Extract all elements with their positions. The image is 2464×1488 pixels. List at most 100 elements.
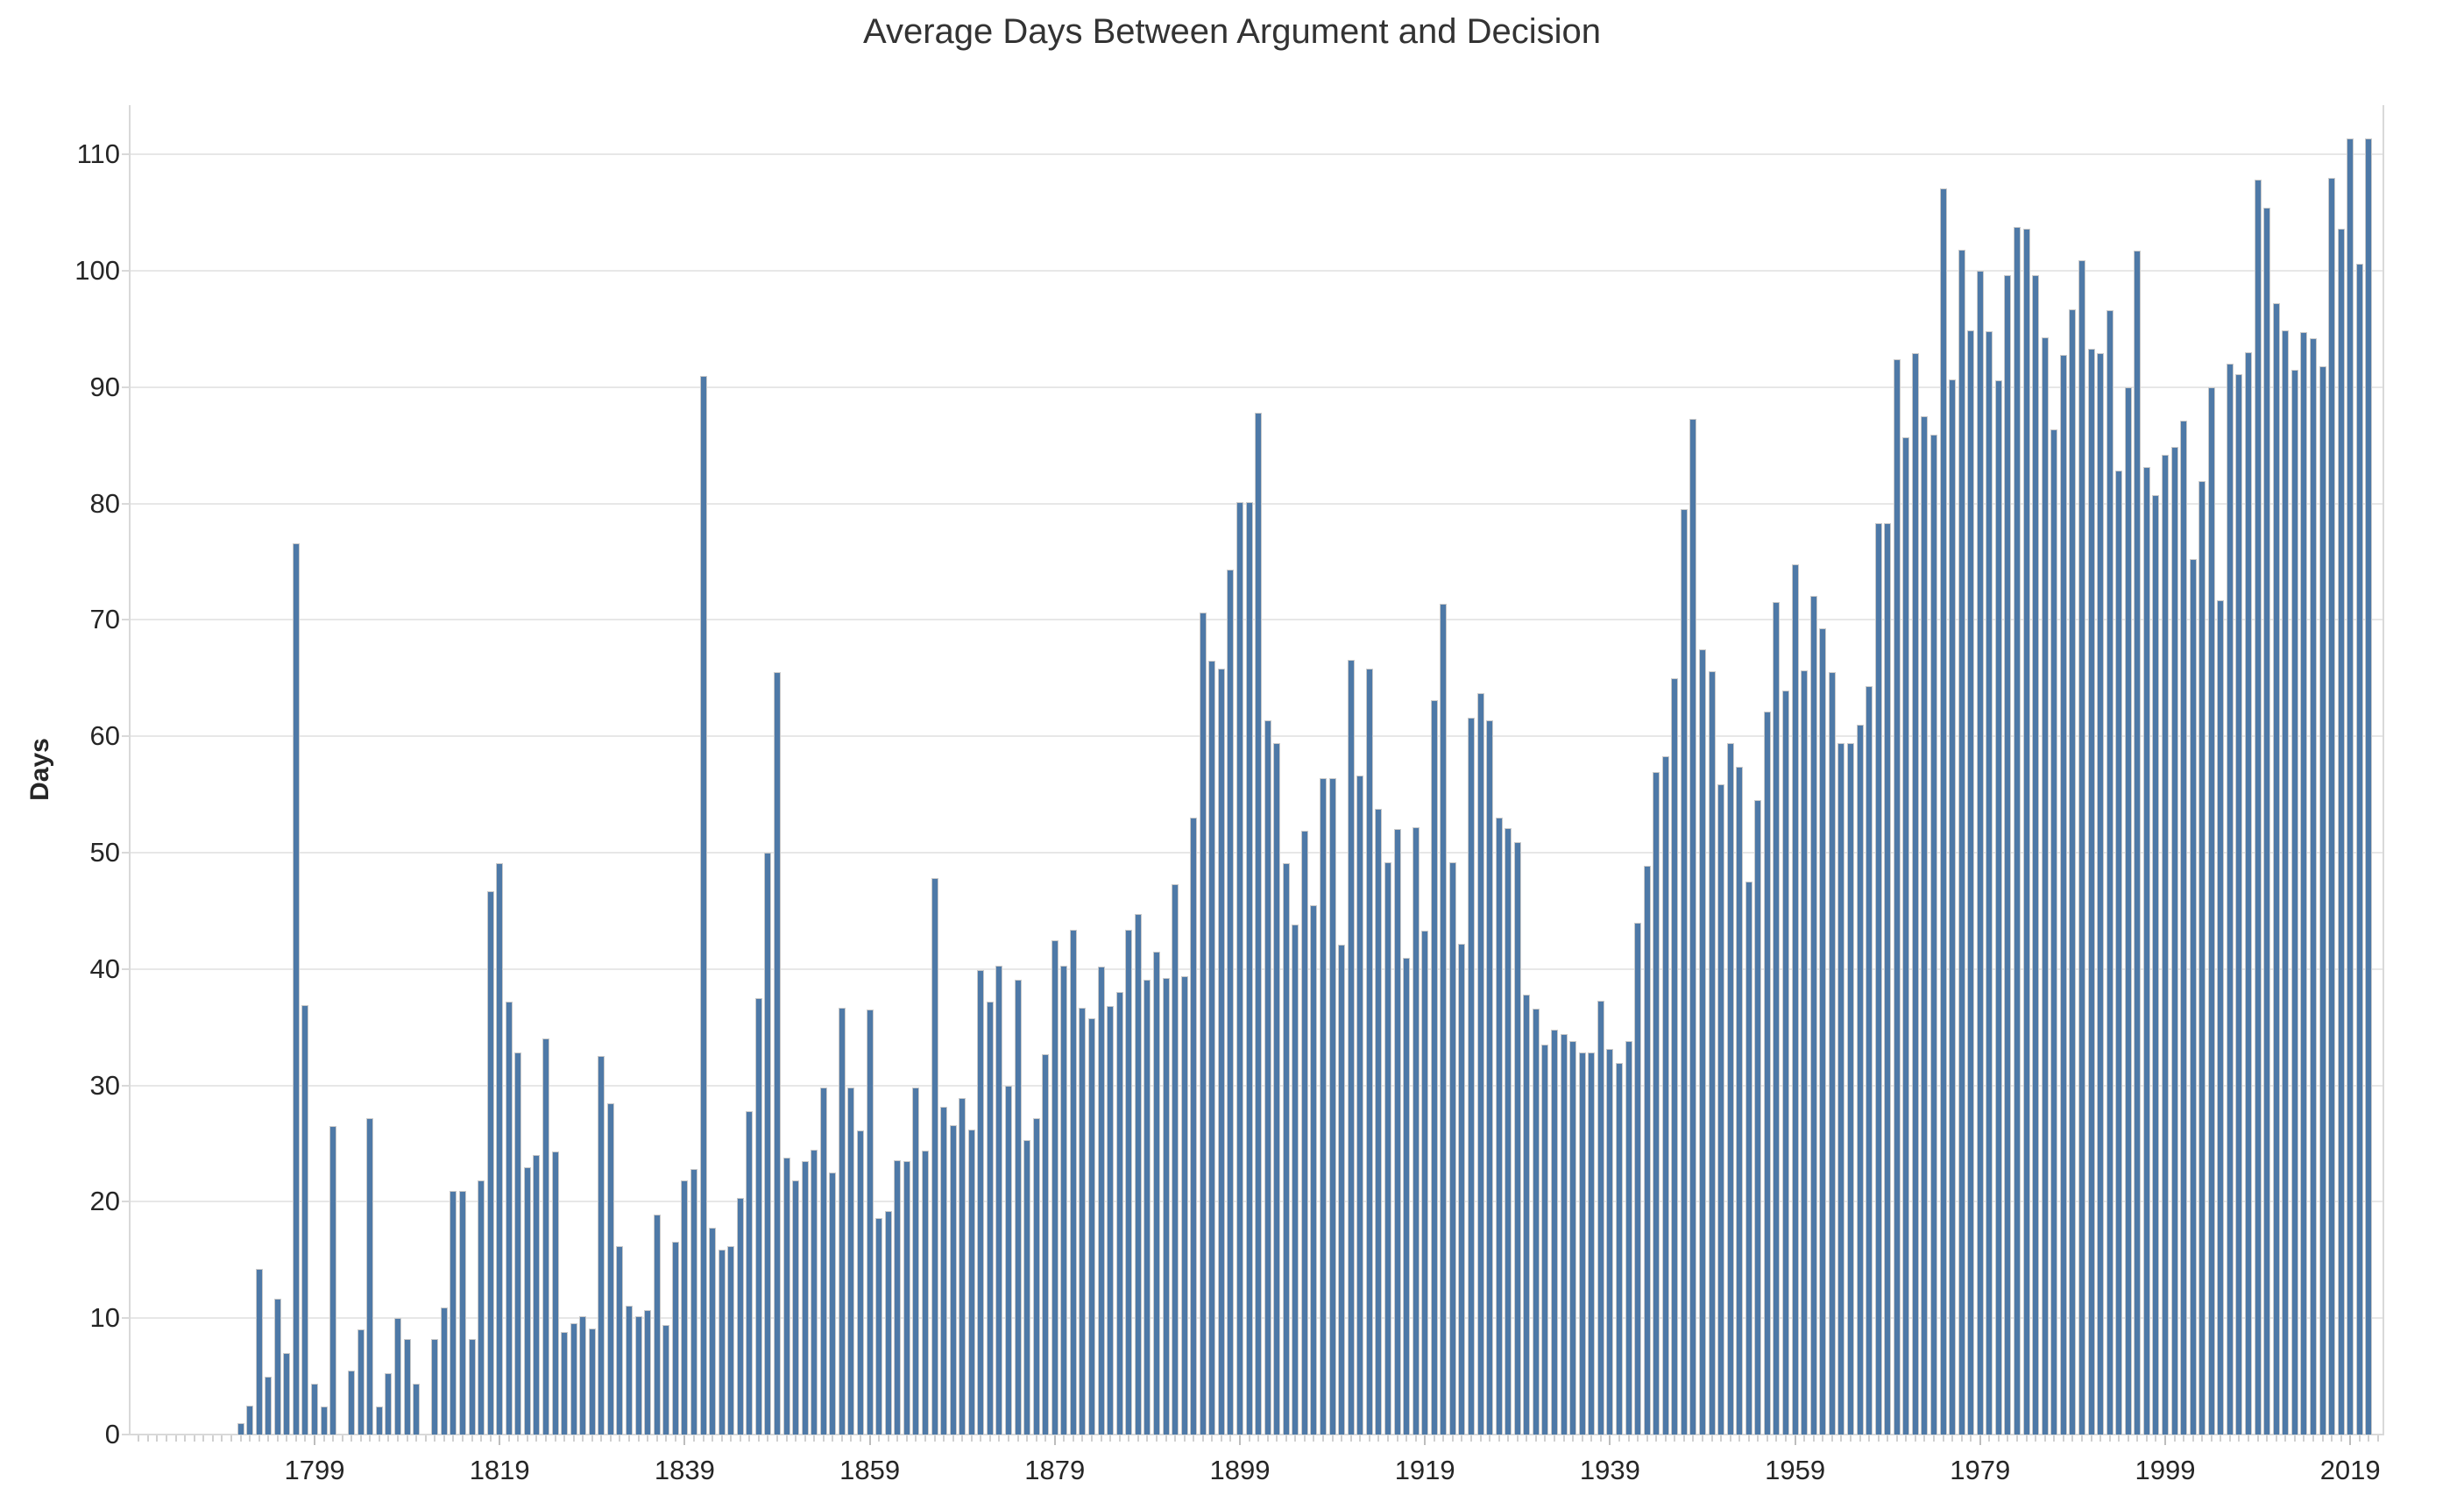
bar[interactable]: [1004, 1085, 1012, 1435]
bar[interactable]: [1708, 670, 1716, 1435]
bar[interactable]: [940, 1106, 948, 1435]
bar[interactable]: [2152, 495, 2160, 1435]
bar[interactable]: [1541, 1045, 1549, 1435]
bar[interactable]: [2272, 303, 2280, 1435]
bar[interactable]: [1653, 772, 1660, 1435]
bar[interactable]: [1430, 700, 1438, 1435]
bar[interactable]: [967, 1130, 975, 1435]
bar[interactable]: [681, 1180, 689, 1435]
bar[interactable]: [1199, 613, 1207, 1435]
bar[interactable]: [1986, 331, 1993, 1435]
bar[interactable]: [450, 1191, 457, 1435]
bar[interactable]: [1440, 603, 1448, 1435]
bar[interactable]: [1088, 1017, 1096, 1435]
bar[interactable]: [1560, 1034, 1568, 1435]
bar[interactable]: [2207, 386, 2215, 1435]
bar[interactable]: [1569, 1041, 1577, 1435]
bar[interactable]: [1023, 1140, 1031, 1435]
bar[interactable]: [1551, 1029, 1559, 1435]
bar[interactable]: [2319, 365, 2326, 1435]
bar[interactable]: [348, 1370, 356, 1435]
bar[interactable]: [2189, 559, 2197, 1435]
bar[interactable]: [699, 375, 707, 1435]
bar[interactable]: [1929, 435, 1937, 1435]
bar[interactable]: [718, 1249, 726, 1435]
bar[interactable]: [1884, 523, 1892, 1435]
bar[interactable]: [1152, 951, 1160, 1435]
bar[interactable]: [995, 965, 1003, 1435]
bar[interactable]: [1809, 595, 1817, 1435]
bar[interactable]: [884, 1211, 892, 1435]
bar[interactable]: [1911, 353, 1919, 1435]
bar[interactable]: [375, 1407, 383, 1435]
bar[interactable]: [431, 1339, 439, 1435]
bar[interactable]: [671, 1241, 679, 1435]
bar[interactable]: [255, 1269, 263, 1435]
bar[interactable]: [1051, 939, 1059, 1435]
bar[interactable]: [2355, 264, 2363, 1435]
bar[interactable]: [598, 1056, 605, 1435]
bar[interactable]: [1042, 1053, 1050, 1435]
bar[interactable]: [912, 1088, 920, 1435]
bar[interactable]: [1143, 979, 1151, 1435]
bar[interactable]: [1994, 379, 2002, 1435]
bar[interactable]: [2309, 338, 2317, 1435]
bar[interactable]: [819, 1088, 827, 1435]
bar[interactable]: [1079, 1007, 1087, 1435]
bar[interactable]: [838, 1007, 846, 1435]
bar[interactable]: [1661, 755, 1669, 1435]
bar[interactable]: [1264, 719, 1271, 1435]
bar[interactable]: [662, 1325, 670, 1435]
bar[interactable]: [1458, 943, 1466, 1435]
bar[interactable]: [1763, 712, 1771, 1435]
bar[interactable]: [1615, 1063, 1623, 1435]
bar[interactable]: [931, 878, 938, 1435]
bar[interactable]: [1745, 882, 1752, 1435]
bar[interactable]: [1625, 1041, 1632, 1435]
bar[interactable]: [1671, 677, 1679, 1435]
bar[interactable]: [2170, 446, 2178, 1435]
bar[interactable]: [523, 1166, 531, 1435]
bar[interactable]: [1597, 1000, 1604, 1435]
bar[interactable]: [606, 1102, 614, 1435]
bar[interactable]: [1255, 413, 1263, 1435]
bar[interactable]: [320, 1407, 328, 1435]
bar[interactable]: [1513, 842, 1521, 1435]
bar[interactable]: [1856, 724, 1864, 1435]
bar[interactable]: [2134, 251, 2142, 1435]
bar[interactable]: [616, 1245, 624, 1435]
bar[interactable]: [496, 862, 504, 1435]
bar[interactable]: [1680, 509, 1688, 1435]
bar[interactable]: [2032, 275, 2040, 1435]
bar[interactable]: [1014, 979, 1022, 1435]
bar[interactable]: [2059, 354, 2067, 1435]
bar[interactable]: [1846, 743, 1854, 1435]
bar[interactable]: [847, 1088, 855, 1435]
bar[interactable]: [1032, 1117, 1040, 1435]
bar[interactable]: [1523, 995, 1531, 1435]
bar[interactable]: [690, 1169, 697, 1435]
bar[interactable]: [1634, 922, 1642, 1435]
bar[interactable]: [458, 1191, 466, 1435]
bar[interactable]: [1495, 818, 1503, 1435]
bar[interactable]: [1588, 1052, 1596, 1435]
bar[interactable]: [1921, 416, 1929, 1435]
bar[interactable]: [1819, 627, 1827, 1435]
bar[interactable]: [1902, 436, 1910, 1435]
bar[interactable]: [329, 1126, 337, 1435]
bar[interactable]: [1467, 717, 1475, 1435]
bar[interactable]: [1791, 563, 1799, 1435]
bar[interactable]: [1060, 965, 1068, 1435]
bar[interactable]: [2235, 374, 2243, 1435]
bar[interactable]: [2078, 260, 2085, 1435]
bar[interactable]: [1190, 818, 1198, 1435]
bar[interactable]: [949, 1124, 957, 1435]
bar[interactable]: [764, 853, 772, 1435]
bar[interactable]: [1365, 669, 1373, 1435]
bar[interactable]: [626, 1305, 634, 1435]
bar[interactable]: [283, 1353, 291, 1435]
bar[interactable]: [2291, 369, 2298, 1435]
bar[interactable]: [1273, 743, 1281, 1435]
bar[interactable]: [1384, 861, 1391, 1435]
bar[interactable]: [2217, 599, 2225, 1435]
